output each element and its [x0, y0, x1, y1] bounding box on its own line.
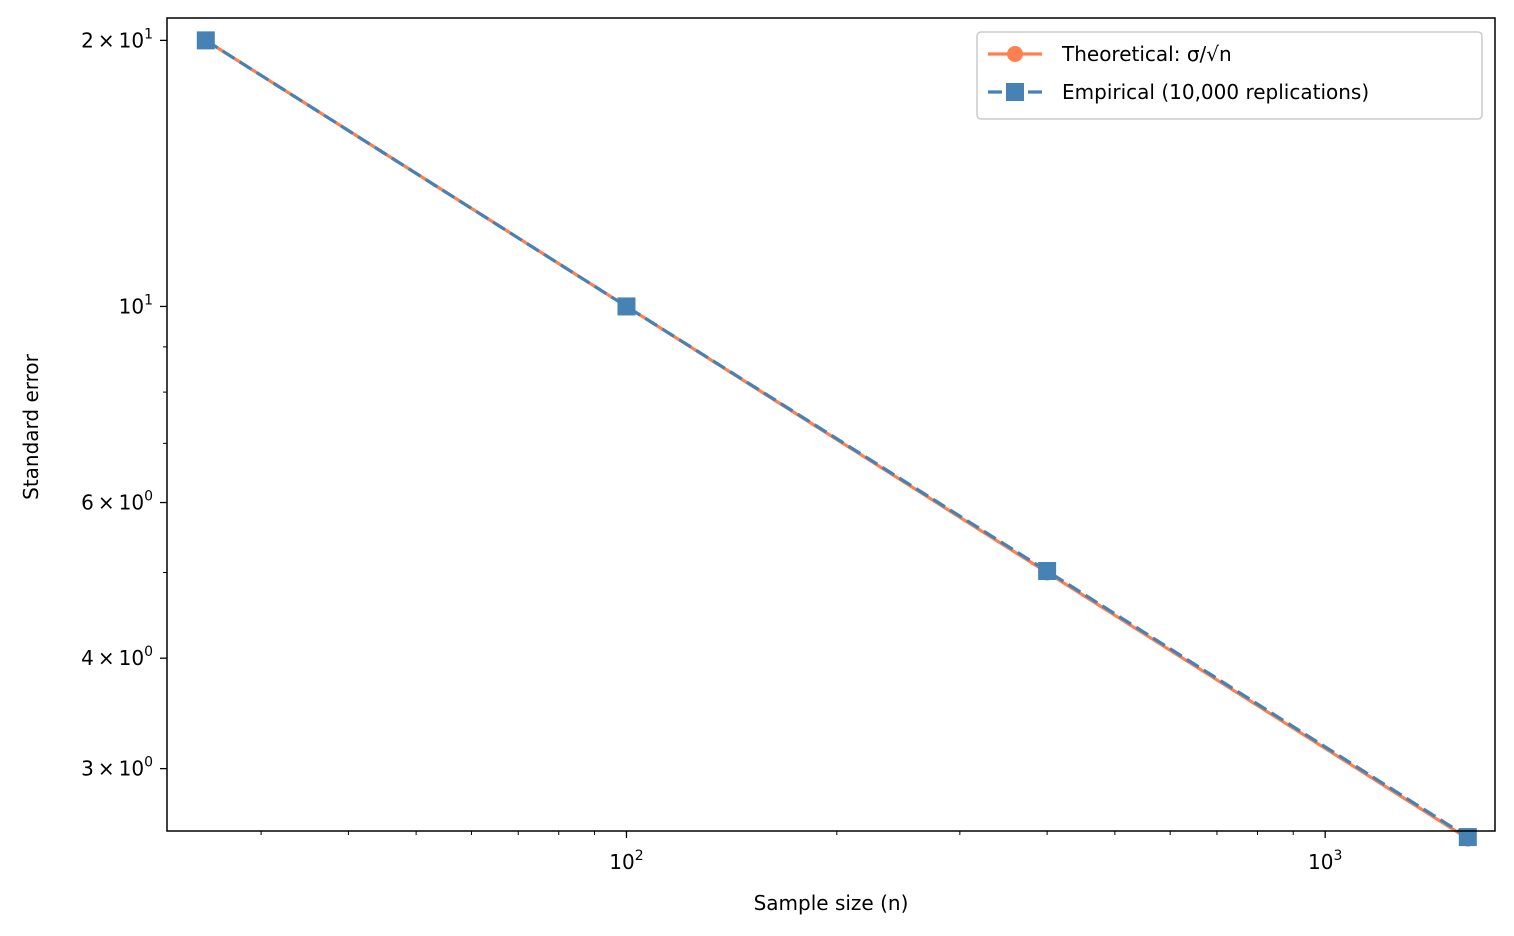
legend-entry: Empirical (10,000 replications): [988, 80, 1369, 104]
legend-marker: [1006, 83, 1024, 101]
plot-frame: [166, 17, 1496, 832]
data-point: [1038, 561, 1057, 580]
series-line-2: [204, 39, 1469, 839]
y-tick-label: 4 × 100: [81, 644, 153, 670]
legend-label: Empirical (10,000 replications): [1062, 80, 1369, 104]
x-axis-label: Sample size (n): [754, 891, 909, 915]
legend: Theoretical: σ/√n Empirical (10,000 repli…: [976, 31, 1483, 120]
x-tick-label: 102: [609, 848, 643, 874]
legend-label: Theoretical: σ/√n: [1061, 42, 1232, 66]
data-point: [1458, 828, 1477, 847]
y-axis-ticks: 2 × 101 101 6 × 100 4 × 100 3 × 100: [81, 26, 167, 781]
legend-entry: Theoretical: σ/√n: [988, 42, 1232, 66]
y-tick-label: 3 × 100: [81, 755, 153, 781]
x-axis-ticks: 102 103: [609, 831, 1342, 874]
y-tick-label: 101: [119, 292, 153, 318]
plot-area: [167, 18, 1495, 831]
y-tick-label: 2 × 101: [81, 26, 153, 52]
y-tick-label: 6 × 100: [81, 489, 153, 515]
x-tick-label: 103: [1308, 848, 1342, 874]
legend-marker: [1007, 46, 1023, 62]
data-point: [617, 297, 636, 316]
y-axis-label: Standard error: [19, 353, 43, 500]
series-layer: [196, 31, 1477, 847]
legend-box: [976, 31, 1483, 120]
data-point: [196, 31, 215, 50]
